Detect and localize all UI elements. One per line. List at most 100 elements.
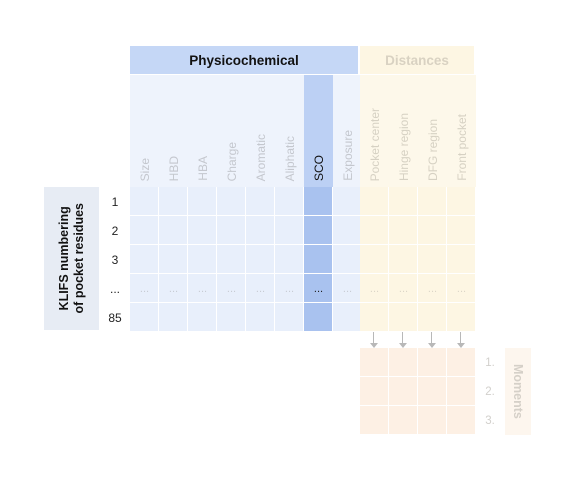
physicochemical-cell <box>333 187 362 216</box>
physicochemical-cell: ... <box>333 274 362 303</box>
physicochemical-cell <box>159 245 188 274</box>
column-header-hbd: HBD <box>159 75 188 187</box>
distance-cell: ... <box>389 274 418 303</box>
moments-label-text: Moments <box>511 364 525 419</box>
physicochemical-cell <box>130 216 159 245</box>
distance-cell <box>418 216 447 245</box>
moment-number: 3. <box>485 414 495 427</box>
moment-cell <box>418 406 447 435</box>
physicochemical-cell <box>217 216 246 245</box>
physicochemical-cell <box>217 187 246 216</box>
distances-header: Distances <box>360 46 474 74</box>
moment-cell <box>360 406 389 435</box>
physicochemical-cell <box>130 187 159 216</box>
physicochemical-cell <box>217 245 246 274</box>
sco-cell <box>304 216 333 245</box>
column-label: Front pocket <box>454 114 469 181</box>
moment-number: 1. <box>485 356 495 369</box>
distance-cell: ... <box>447 274 476 303</box>
distance-cell <box>418 187 447 216</box>
distance-cell <box>447 187 476 216</box>
moments-label: Moments <box>505 348 531 435</box>
physicochemical-cell <box>333 303 362 332</box>
moment-cell <box>447 348 476 377</box>
column-header-aliphatic: Aliphatic <box>275 75 304 187</box>
distance-cell: ... <box>418 274 447 303</box>
moment-cell <box>389 377 418 406</box>
physicochemical-cell <box>275 187 304 216</box>
physicochemical-cell <box>159 216 188 245</box>
sco-cell: ... <box>304 274 333 303</box>
distance-cell <box>447 245 476 274</box>
distance-cell <box>418 303 447 332</box>
moment-cell <box>360 377 389 406</box>
physicochemical-cell <box>188 245 217 274</box>
physicochemical-cell: ... <box>188 274 217 303</box>
sco-cell <box>304 303 333 332</box>
physicochemical-cell <box>159 303 188 332</box>
column-header-hba: HBA <box>188 75 217 187</box>
moment-cell <box>447 377 476 406</box>
moment-cell <box>418 348 447 377</box>
label-line-1: KLIFS numbering <box>56 206 71 311</box>
moment-cell <box>389 348 418 377</box>
physicochemical-header: Physicochemical <box>130 46 358 74</box>
row-number: 1 <box>101 187 129 216</box>
physicochemical-cell <box>246 216 275 245</box>
physicochemical-cell <box>188 303 217 332</box>
distance-cell <box>360 187 389 216</box>
distance-cell: ... <box>360 274 389 303</box>
column-header-charge: Charge <box>217 75 246 187</box>
distance-cell <box>447 216 476 245</box>
residue-numbering-label: KLIFS numbering of pocket residues <box>44 187 99 330</box>
physicochemical-cell <box>188 187 217 216</box>
column-label: Size <box>137 157 152 181</box>
row-number: 2 <box>101 216 129 245</box>
column-header-size: Size <box>130 75 159 187</box>
moment-cell <box>447 406 476 435</box>
row-number: 85 <box>101 303 129 332</box>
distance-cell <box>389 245 418 274</box>
physicochemical-cell <box>275 245 304 274</box>
column-header-sco: SCO <box>304 75 333 187</box>
physicochemical-cell <box>333 216 362 245</box>
distance-cell <box>418 245 447 274</box>
column-label: Pocket center <box>367 107 382 181</box>
column-label: DFG region <box>425 118 440 181</box>
physicochemical-cell <box>130 245 159 274</box>
column-label: HBA <box>195 156 210 181</box>
distance-cell <box>360 216 389 245</box>
column-header-exposure: Exposure <box>333 75 362 187</box>
down-arrow-icon <box>427 332 437 348</box>
row-number: ... <box>101 274 129 303</box>
distance-cell <box>447 303 476 332</box>
moment-cell <box>360 348 389 377</box>
column-label: Aliphatic <box>282 135 297 181</box>
column-header-dfg-region: DFG region <box>418 75 447 187</box>
column-header-aromatic: Aromatic <box>246 75 275 187</box>
column-label: Aromatic <box>253 133 268 181</box>
moment-number: 2. <box>485 385 495 398</box>
moment-cell <box>418 377 447 406</box>
physicochemical-cell <box>188 216 217 245</box>
physicochemical-cell: ... <box>275 274 304 303</box>
physicochemical-cell: ... <box>159 274 188 303</box>
distance-cell <box>389 216 418 245</box>
distance-cell <box>360 245 389 274</box>
distance-cell <box>360 303 389 332</box>
physicochemical-cell: ... <box>217 274 246 303</box>
label-line-2: of pocket residues <box>71 203 86 314</box>
distance-cell <box>389 303 418 332</box>
physicochemical-cell <box>217 303 246 332</box>
column-label: Hinge region <box>396 112 411 181</box>
physicochemical-cell <box>246 303 275 332</box>
down-arrow-icon <box>456 332 466 348</box>
down-arrow-icon <box>369 332 379 348</box>
physicochemical-cell: ... <box>246 274 275 303</box>
sco-cell <box>304 187 333 216</box>
physicochemical-cell <box>246 187 275 216</box>
sco-cell <box>304 245 333 274</box>
physicochemical-cell <box>159 187 188 216</box>
distance-cell <box>389 187 418 216</box>
physicochemical-cell: ... <box>130 274 159 303</box>
